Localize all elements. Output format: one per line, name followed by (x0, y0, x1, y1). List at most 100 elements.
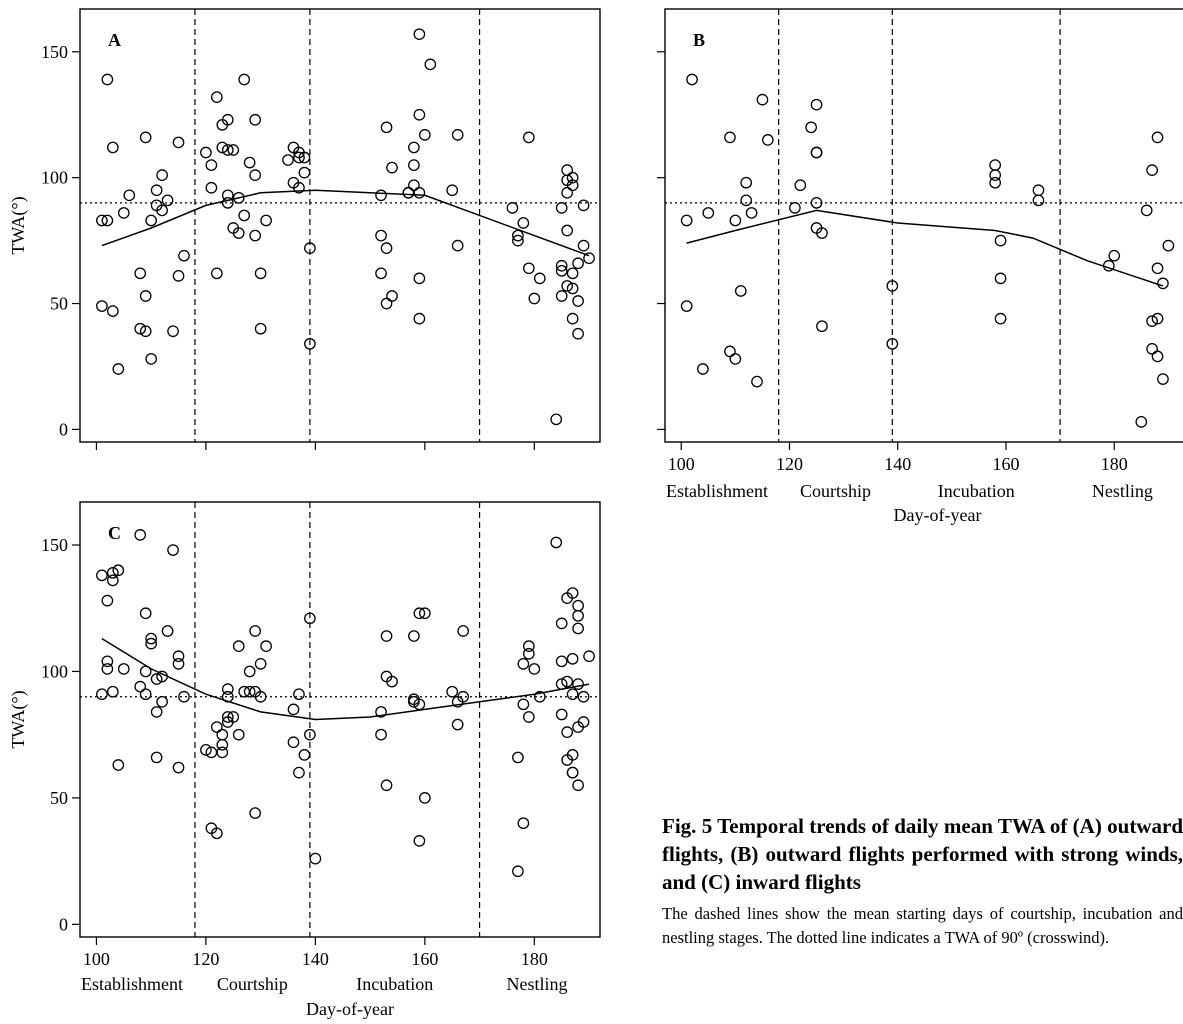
data-point (572, 327, 584, 340)
data-point (528, 663, 541, 675)
data-point (555, 290, 568, 302)
data-point (517, 698, 530, 711)
data-point (740, 194, 753, 207)
x-tick-label: 160 (411, 949, 438, 969)
data-point (1032, 194, 1045, 207)
panel-c (72, 501, 601, 945)
data-point (293, 766, 305, 779)
data-point (408, 630, 420, 642)
data-point (282, 154, 294, 166)
data-point (577, 199, 590, 212)
y-axis-label: TWA(°) (8, 196, 29, 254)
data-point (555, 202, 568, 214)
data-point (117, 663, 130, 675)
data-point (293, 151, 305, 164)
data-point (139, 607, 152, 620)
data-point (221, 711, 234, 723)
data-point (167, 544, 179, 556)
data-point (232, 191, 245, 204)
data-point (408, 141, 420, 154)
data-point (989, 159, 1002, 171)
data-point (375, 189, 387, 202)
data-point (101, 663, 114, 675)
x-axis-label: Day-of-year (306, 999, 394, 1019)
data-point (402, 186, 415, 199)
data-point (413, 186, 426, 199)
x-tick-label: 120 (192, 949, 219, 969)
data-point (150, 706, 163, 718)
data-point (298, 166, 311, 179)
data-point (309, 852, 322, 865)
data-point (697, 363, 709, 375)
trend-line (686, 209, 1164, 287)
data-point (304, 242, 316, 255)
data-point (1140, 204, 1153, 217)
data-point (572, 257, 584, 270)
data-point (287, 736, 300, 749)
x-tick-label: 180 (1101, 454, 1128, 474)
data-point (555, 655, 568, 668)
stage-label: Establishment (81, 974, 183, 994)
data-point (517, 658, 530, 670)
data-point (238, 209, 251, 222)
data-point (221, 683, 234, 696)
data-point (1108, 249, 1121, 262)
data-point (145, 214, 158, 227)
data-point (260, 214, 272, 227)
data-point (380, 121, 393, 134)
data-point (555, 617, 568, 630)
plot-frame (79, 8, 601, 443)
figure-caption: Fig. 5 Temporal trends of daily mean TWA… (662, 812, 1183, 950)
data-point (139, 290, 152, 302)
data-point (134, 529, 147, 541)
data-point (994, 312, 1007, 325)
data-point (380, 779, 393, 792)
data-point (561, 280, 574, 292)
y-tick-label: 150 (41, 42, 68, 62)
data-point (1146, 343, 1158, 355)
data-point (287, 703, 300, 716)
data-point (457, 690, 470, 703)
data-point (232, 640, 245, 653)
data-point (221, 113, 234, 126)
data-point (200, 146, 212, 159)
y-tick-label: 100 (41, 661, 68, 681)
data-point (561, 675, 574, 688)
data-point (304, 612, 316, 625)
data-point (572, 678, 584, 690)
data-point (221, 196, 234, 209)
data-point (1135, 416, 1148, 428)
data-point (249, 229, 262, 242)
y-tick-label: 150 (41, 535, 68, 555)
data-point (810, 196, 823, 209)
data-point (566, 171, 579, 184)
data-point (572, 599, 584, 612)
x-tick-label: 180 (521, 949, 548, 969)
data-point (172, 650, 185, 663)
data-point (249, 169, 262, 182)
data-point (577, 239, 590, 252)
data-point (566, 766, 579, 779)
data-point (254, 690, 267, 703)
data-point (134, 322, 147, 335)
data-point (810, 98, 823, 111)
y-tick-label: 100 (41, 168, 68, 188)
plot-frame (664, 8, 1183, 443)
data-point (216, 746, 229, 759)
data-point (512, 865, 524, 878)
data-point (1151, 312, 1164, 325)
data-point (134, 680, 147, 693)
data-point (994, 234, 1007, 247)
data-point (1162, 239, 1175, 252)
data-point (408, 159, 420, 171)
data-point (210, 721, 223, 733)
data-point (386, 290, 398, 302)
data-point (156, 169, 168, 182)
data-point (561, 164, 574, 176)
stage-label: Nestling (507, 974, 568, 994)
data-point (566, 267, 579, 280)
data-point (572, 295, 584, 307)
data-point (145, 632, 158, 645)
data-point (561, 186, 574, 199)
x-tick-label: 140 (302, 949, 329, 969)
